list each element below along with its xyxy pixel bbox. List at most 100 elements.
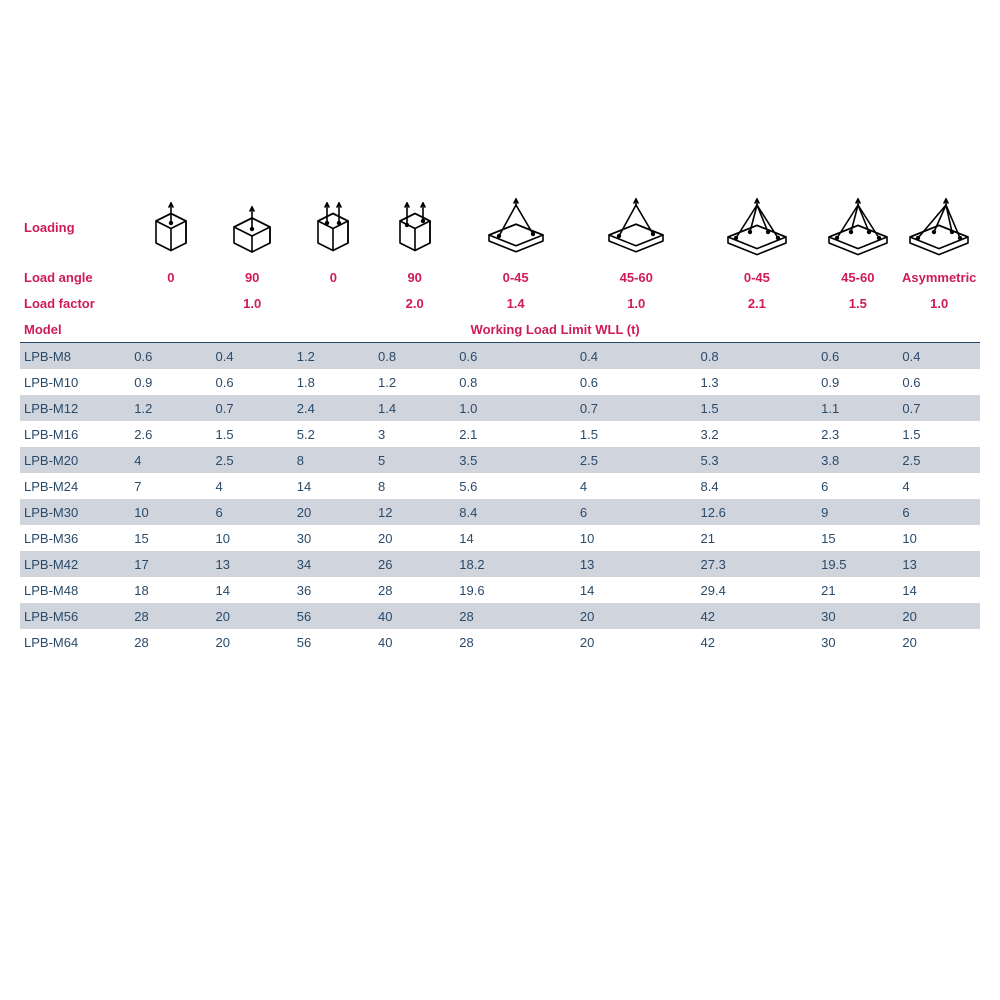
cell-8-8: 13 [898, 551, 980, 577]
cell-8-1: 13 [212, 551, 293, 577]
model-LPB-M42: LPB-M42 [20, 551, 130, 577]
cell-10-3: 40 [374, 603, 455, 629]
cell-1-2: 1.8 [293, 369, 374, 395]
cell-11-2: 56 [293, 629, 374, 655]
model-LPB-M20: LPB-M20 [20, 447, 130, 473]
cell-8-5: 13 [576, 551, 697, 577]
cell-1-1: 0.6 [212, 369, 293, 395]
cell-8-2: 34 [293, 551, 374, 577]
load-factor-label: Load factor [20, 290, 130, 316]
loading-icon-1 [212, 190, 293, 264]
load-angle-6: 0-45 [697, 264, 818, 290]
load-factor-4: 1.4 [455, 290, 576, 316]
cell-3-5: 1.5 [576, 421, 697, 447]
load-angle-8: Asymmetric [898, 264, 980, 290]
cell-0-0: 0.6 [130, 343, 211, 370]
loading-label: Loading [20, 190, 130, 264]
cell-7-3: 20 [374, 525, 455, 551]
cell-10-1: 20 [212, 603, 293, 629]
cell-9-2: 36 [293, 577, 374, 603]
cell-4-6: 5.3 [697, 447, 818, 473]
cell-11-8: 20 [898, 629, 980, 655]
model-label: Model [20, 316, 130, 343]
cell-7-8: 10 [898, 525, 980, 551]
load-angle-4: 0-45 [455, 264, 576, 290]
cell-1-7: 0.9 [817, 369, 898, 395]
cell-9-8: 14 [898, 577, 980, 603]
cell-7-5: 10 [576, 525, 697, 551]
cell-11-4: 28 [455, 629, 576, 655]
cell-9-0: 18 [130, 577, 211, 603]
cell-5-2: 14 [293, 473, 374, 499]
load-angle-1: 90 [212, 264, 293, 290]
cell-11-3: 40 [374, 629, 455, 655]
load-angle-5: 45-60 [576, 264, 697, 290]
cell-4-0: 4 [130, 447, 211, 473]
cell-6-7: 9 [817, 499, 898, 525]
cell-11-7: 30 [817, 629, 898, 655]
cell-11-1: 20 [212, 629, 293, 655]
cell-1-5: 0.6 [576, 369, 697, 395]
cell-7-6: 21 [697, 525, 818, 551]
cell-6-1: 6 [212, 499, 293, 525]
cell-3-0: 2.6 [130, 421, 211, 447]
cell-11-0: 28 [130, 629, 211, 655]
model-LPB-M48: LPB-M48 [20, 577, 130, 603]
model-LPB-M24: LPB-M24 [20, 473, 130, 499]
cell-0-6: 0.8 [697, 343, 818, 370]
cell-8-3: 26 [374, 551, 455, 577]
cell-4-7: 3.8 [817, 447, 898, 473]
cell-7-7: 15 [817, 525, 898, 551]
cell-3-2: 5.2 [293, 421, 374, 447]
cell-0-5: 0.4 [576, 343, 697, 370]
cell-0-1: 0.4 [212, 343, 293, 370]
cell-6-0: 10 [130, 499, 211, 525]
cell-5-3: 8 [374, 473, 455, 499]
model-LPB-M64: LPB-M64 [20, 629, 130, 655]
load-angle-7: 45-60 [817, 264, 898, 290]
cell-2-1: 0.7 [212, 395, 293, 421]
cell-3-6: 3.2 [697, 421, 818, 447]
cell-0-4: 0.6 [455, 343, 576, 370]
load-angle-label: Load angle [20, 264, 130, 290]
cell-0-2: 1.2 [293, 343, 374, 370]
model-LPB-M12: LPB-M12 [20, 395, 130, 421]
cell-6-8: 6 [898, 499, 980, 525]
cell-4-2: 8 [293, 447, 374, 473]
cell-6-5: 6 [576, 499, 697, 525]
model-LPB-M10: LPB-M10 [20, 369, 130, 395]
model-LPB-M8: LPB-M8 [20, 343, 130, 370]
cell-11-5: 20 [576, 629, 697, 655]
cell-7-1: 10 [212, 525, 293, 551]
cell-0-3: 0.8 [374, 343, 455, 370]
loading-icon-0 [130, 190, 211, 264]
load-factor-7: 1.5 [817, 290, 898, 316]
cell-3-4: 2.1 [455, 421, 576, 447]
model-LPB-M36: LPB-M36 [20, 525, 130, 551]
cell-8-0: 17 [130, 551, 211, 577]
cell-2-5: 0.7 [576, 395, 697, 421]
cell-4-5: 2.5 [576, 447, 697, 473]
loading-icon-5 [576, 190, 697, 264]
cell-10-5: 20 [576, 603, 697, 629]
load-factor-8: 1.0 [898, 290, 980, 316]
cell-5-7: 6 [817, 473, 898, 499]
load-factor-0 [130, 290, 211, 316]
loading-icon-2 [293, 190, 374, 264]
cell-4-8: 2.5 [898, 447, 980, 473]
loading-icon-7 [817, 190, 898, 264]
cell-3-8: 1.5 [898, 421, 980, 447]
cell-10-4: 28 [455, 603, 576, 629]
cell-5-6: 8.4 [697, 473, 818, 499]
cell-5-1: 4 [212, 473, 293, 499]
cell-9-6: 29.4 [697, 577, 818, 603]
load-factor-1: 1.0 [212, 290, 293, 316]
cell-1-3: 1.2 [374, 369, 455, 395]
cell-1-8: 0.6 [898, 369, 980, 395]
model-LPB-M16: LPB-M16 [20, 421, 130, 447]
cell-10-2: 56 [293, 603, 374, 629]
cell-2-6: 1.5 [697, 395, 818, 421]
cell-4-1: 2.5 [212, 447, 293, 473]
cell-7-2: 30 [293, 525, 374, 551]
wll-header: Working Load Limit WLL (t) [130, 316, 980, 343]
